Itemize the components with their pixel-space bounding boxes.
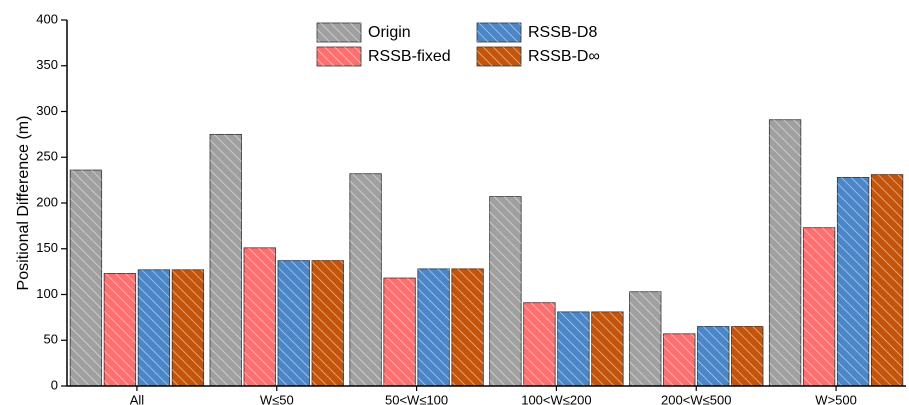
bar-hatch [417, 268, 450, 386]
bar-hatch [489, 196, 522, 386]
bar-hatch [451, 268, 484, 386]
y-tick-label: 50 [44, 332, 58, 347]
y-tick-label: 0 [51, 377, 58, 392]
y-tick-label: 400 [36, 11, 58, 26]
x-tick-label: 100<W≤200 [521, 392, 591, 405]
legend-swatch-hatch [317, 47, 361, 66]
legend-label-rssb-d-: RSSB-D∞ [528, 48, 600, 65]
bar-hatch [837, 177, 869, 386]
y-tick-label: 250 [36, 149, 58, 164]
bar-hatch [244, 247, 276, 386]
bar-hatch [349, 173, 382, 386]
x-tick-label: W>500 [815, 392, 857, 405]
bar-hatch [769, 119, 801, 387]
x-axis-ticks: All W≤50 50<W≤100 100<W≤200 200<W≤500 W>500 [130, 386, 857, 405]
bar-hatch [871, 174, 903, 386]
x-tick-label: W≤50 [260, 392, 294, 405]
bar-hatch [383, 278, 416, 386]
bar-hatch [278, 260, 310, 386]
bar-hatch [557, 311, 590, 386]
legend-swatch-hatch [477, 23, 521, 42]
x-tick-label: 200<W≤500 [661, 392, 731, 405]
bar-hatch [104, 273, 136, 386]
y-tick-label: 300 [36, 103, 58, 118]
legend: Origin RSSB-D8 RSSB-fixed RSSB-D∞ [316, 22, 600, 67]
legend-label-origin: Origin [368, 24, 411, 41]
x-tick-label: All [130, 392, 145, 405]
bar-hatch [731, 326, 763, 386]
bar-hatch [803, 227, 835, 386]
legend-label-rssb-d8: RSSB-D8 [528, 24, 597, 41]
bar-hatch [210, 134, 242, 386]
bar-hatch [312, 260, 344, 386]
legend-swatch-hatch [317, 23, 361, 42]
y-tick-label: 150 [36, 240, 58, 255]
y-tick-label: 200 [36, 194, 58, 209]
bar-hatch [591, 311, 624, 386]
y-tick-label: 100 [36, 286, 58, 301]
bar-hatch [629, 291, 661, 386]
y-axis-ticks: 0 50 100 150 200 250 300 350 400 [36, 11, 67, 392]
y-axis-title: Positional Difference (m) [15, 116, 32, 291]
bar-hatch [138, 269, 170, 386]
x-tick-label: 50<W≤100 [385, 392, 448, 405]
bar-hatch [172, 269, 204, 386]
legend-label-rssb-fixed: RSSB-fixed [368, 48, 451, 65]
bar-hatch [523, 302, 556, 386]
bar-hatch [697, 326, 729, 386]
bar-hatch [663, 333, 695, 386]
y-tick-label: 350 [36, 57, 58, 72]
bar-hatch [70, 170, 102, 386]
legend-swatch-hatch [477, 47, 521, 66]
bars-layer [69, 119, 904, 387]
